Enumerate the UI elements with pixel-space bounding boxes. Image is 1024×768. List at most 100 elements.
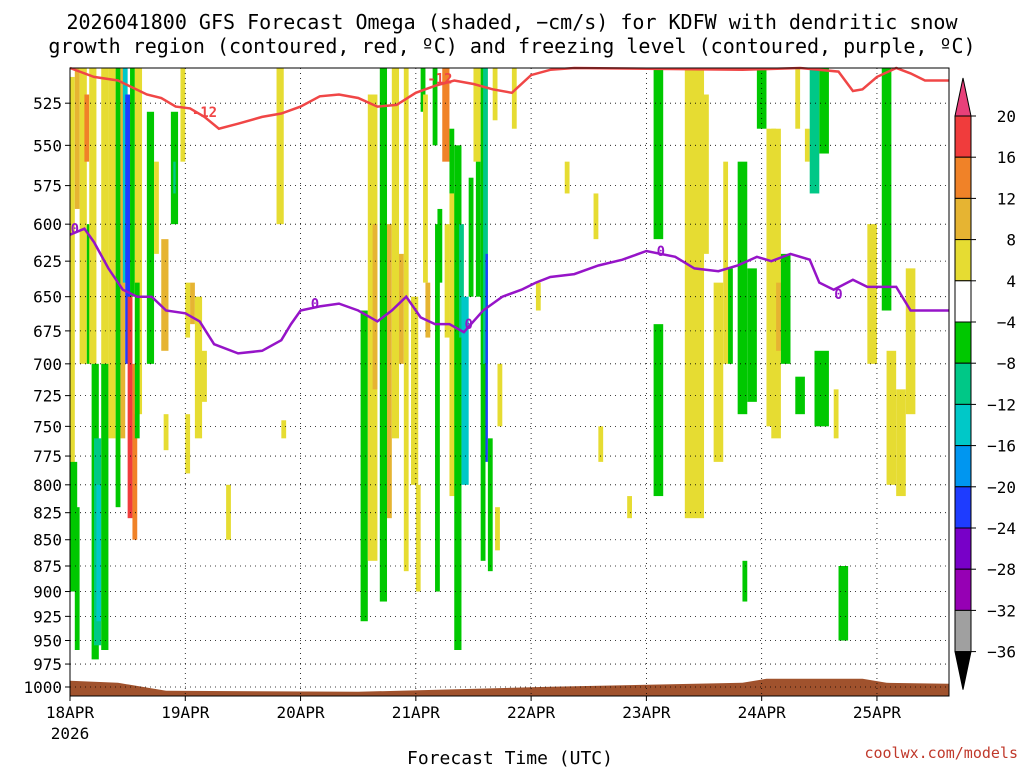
contour-minus12 — [69, 66, 949, 131]
omega-cell — [776, 282, 781, 351]
omega-cell — [180, 68, 186, 162]
omega-cell — [593, 193, 599, 240]
colorbar-segment — [954, 527, 972, 570]
y-tick-label: 875 — [33, 557, 62, 576]
x-axis-title: Forecast Time (UTC) — [407, 748, 613, 768]
omega-cell — [154, 161, 159, 254]
omega-cell — [809, 68, 820, 194]
omega-cell — [742, 560, 748, 602]
omega-cell — [819, 68, 829, 154]
omega-cell — [653, 68, 664, 240]
colorbar-label: −36 — [987, 643, 1016, 662]
plot-frame — [69, 67, 950, 697]
colorbar-label: 16 — [997, 148, 1016, 167]
omega-cell — [432, 68, 438, 146]
omega-cell — [881, 68, 892, 311]
y-tick-label: 775 — [33, 447, 62, 466]
omega-cell — [173, 161, 176, 194]
colorbar-label: −20 — [987, 478, 1016, 497]
omega-cell — [101, 363, 109, 650]
omega-cell — [372, 224, 378, 390]
y-tick-label: 550 — [33, 136, 62, 155]
x-tick-label: 21APR — [392, 703, 441, 722]
contour-label-freezing: 0 — [464, 317, 472, 333]
colorbar-label: −24 — [987, 519, 1016, 538]
omega-cell — [483, 68, 488, 364]
omega-cell — [737, 161, 748, 415]
colorbar-segment — [954, 362, 972, 405]
omega-cell — [79, 68, 87, 364]
colorbar-segment — [954, 445, 972, 488]
omega-cell — [70, 461, 78, 592]
colorbar-label: 12 — [997, 189, 1016, 208]
omega-cell — [185, 282, 191, 338]
omega-cell — [108, 68, 116, 439]
y-tick-label: 900 — [33, 583, 62, 602]
omega-cell — [449, 128, 455, 194]
omega-cell — [96, 484, 102, 622]
y-tick-label: 675 — [33, 322, 62, 341]
omega-cell — [101, 68, 109, 364]
colorbar-segment — [954, 280, 972, 323]
y-tick-label: 525 — [33, 94, 62, 113]
omega-cell — [838, 566, 849, 641]
omega-cell — [435, 224, 440, 592]
x-tick-label: 25APR — [853, 703, 902, 722]
omega-cell — [497, 363, 503, 427]
omega-cell — [780, 253, 791, 364]
colorbar-segment — [954, 609, 972, 653]
colorbar-segment — [954, 486, 972, 529]
colorbar-label: 4 — [1006, 272, 1016, 291]
colorbar: 20 16 12 8 4 −4 −8 −12 −16 −20 −24 −28 −32 −36 — [954, 77, 1016, 690]
contour-freezing-level — [69, 227, 949, 355]
y-tick-label: 700 — [33, 355, 62, 374]
x-tick-label: 24APR — [738, 703, 787, 722]
omega-cell — [896, 389, 906, 497]
x-axis: 18APR 19APR 20APR 21APR 22APR 23APR 24APR 25APR — [46, 696, 901, 722]
y-tick-label: 600 — [33, 215, 62, 234]
colorbar-label: −28 — [987, 560, 1016, 579]
omega-cell — [444, 224, 450, 338]
colorbar-segment — [954, 239, 972, 282]
y-tick-label: 650 — [33, 288, 62, 307]
colorbar-label: −16 — [987, 437, 1016, 456]
omega-cell — [485, 253, 488, 462]
contour-label-minus12: -12 — [192, 105, 217, 121]
omega-cell — [535, 282, 541, 311]
omega-cell — [403, 68, 409, 572]
chart-title-line1: 2026041800 GFS Forecast Omega (shaded, −… — [66, 10, 958, 34]
y-tick-label: 800 — [33, 476, 62, 495]
contours: -12 -12 0 0 0 0 0 — [69, 66, 949, 355]
omega-cell — [161, 239, 169, 351]
omega-cell — [127, 296, 133, 519]
omega-cell — [867, 224, 877, 364]
omega-cell — [281, 420, 287, 439]
x-axis-year-label: 2026 — [51, 724, 90, 743]
contour-label-freezing: 0 — [657, 244, 665, 260]
omega-cell — [70, 76, 75, 561]
omega-cell — [475, 161, 481, 297]
omega-cell — [194, 296, 203, 439]
omega-cell — [134, 282, 140, 439]
x-tick-label: 23APR — [622, 703, 671, 722]
omega-cell — [795, 68, 801, 129]
contour-label-freezing: 0 — [311, 297, 319, 313]
omega-cell — [120, 68, 126, 439]
colorbar-label: 8 — [1006, 231, 1016, 250]
colorbar-segment — [954, 321, 972, 364]
omega-cell — [199, 350, 207, 402]
omega-cell — [163, 414, 169, 451]
omega-cell — [598, 426, 604, 462]
contour-label-freezing: 0 — [71, 222, 79, 238]
y-tick-label: 950 — [33, 632, 62, 651]
omega-cell — [492, 68, 498, 121]
omega-shading — [70, 68, 916, 660]
omega-cell — [423, 94, 428, 283]
colorbar-segment — [954, 156, 972, 199]
omega-cell — [146, 111, 155, 364]
colorbar-bottom-arrow — [954, 651, 972, 690]
omega-cell — [461, 296, 469, 485]
y-tick-label: 625 — [33, 252, 62, 271]
colorbar-segment — [954, 115, 972, 158]
terrain-band — [70, 678, 949, 696]
